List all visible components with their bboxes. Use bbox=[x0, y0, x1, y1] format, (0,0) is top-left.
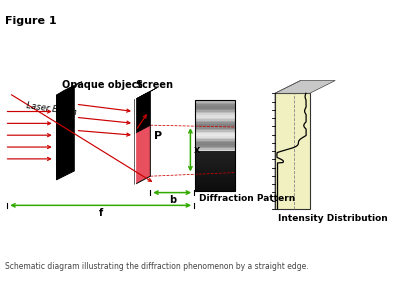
Polygon shape bbox=[195, 182, 235, 183]
Polygon shape bbox=[195, 132, 235, 133]
Polygon shape bbox=[195, 141, 235, 142]
Polygon shape bbox=[275, 81, 301, 209]
Polygon shape bbox=[195, 170, 235, 171]
Polygon shape bbox=[195, 103, 235, 104]
Polygon shape bbox=[195, 133, 235, 135]
Polygon shape bbox=[195, 185, 235, 186]
Polygon shape bbox=[195, 159, 235, 160]
Polygon shape bbox=[56, 81, 82, 95]
Text: Diffraction Pattern: Diffraction Pattern bbox=[198, 194, 295, 202]
Polygon shape bbox=[195, 104, 235, 106]
Polygon shape bbox=[195, 189, 235, 191]
Polygon shape bbox=[195, 177, 235, 179]
Polygon shape bbox=[195, 165, 235, 166]
Polygon shape bbox=[195, 154, 235, 156]
Polygon shape bbox=[195, 118, 235, 119]
Polygon shape bbox=[195, 136, 235, 138]
Polygon shape bbox=[195, 163, 235, 165]
Polygon shape bbox=[195, 119, 235, 121]
Polygon shape bbox=[195, 107, 235, 109]
Polygon shape bbox=[195, 166, 235, 168]
Polygon shape bbox=[195, 138, 235, 139]
Polygon shape bbox=[195, 129, 235, 130]
Polygon shape bbox=[195, 101, 235, 103]
Polygon shape bbox=[195, 139, 235, 141]
Polygon shape bbox=[195, 162, 235, 163]
Polygon shape bbox=[275, 93, 310, 209]
Text: Screen: Screen bbox=[135, 80, 173, 90]
Polygon shape bbox=[195, 188, 235, 189]
Text: b: b bbox=[169, 195, 176, 205]
Text: Schematic diagram illustrating the diffraction phenomenon by a straight edge.: Schematic diagram illustrating the diffr… bbox=[4, 262, 308, 271]
Polygon shape bbox=[195, 122, 235, 124]
Polygon shape bbox=[195, 112, 235, 113]
Polygon shape bbox=[195, 160, 235, 162]
Polygon shape bbox=[195, 125, 235, 127]
Polygon shape bbox=[195, 127, 235, 129]
Polygon shape bbox=[195, 179, 235, 180]
Text: f: f bbox=[99, 208, 103, 218]
Polygon shape bbox=[195, 156, 235, 157]
Polygon shape bbox=[195, 100, 235, 101]
Polygon shape bbox=[195, 151, 235, 153]
Polygon shape bbox=[135, 91, 150, 133]
Polygon shape bbox=[195, 183, 235, 185]
Polygon shape bbox=[195, 145, 235, 147]
Text: Laser Beam: Laser Beam bbox=[26, 101, 77, 117]
Polygon shape bbox=[195, 116, 235, 118]
Polygon shape bbox=[195, 173, 235, 174]
Polygon shape bbox=[195, 174, 235, 176]
Text: Intensity Distribution: Intensity Distribution bbox=[278, 214, 388, 223]
Text: A: A bbox=[87, 120, 96, 130]
Polygon shape bbox=[195, 186, 235, 188]
Polygon shape bbox=[195, 144, 235, 145]
Polygon shape bbox=[195, 135, 235, 136]
Text: Opaque object: Opaque object bbox=[62, 80, 142, 90]
Polygon shape bbox=[195, 142, 235, 144]
Polygon shape bbox=[195, 180, 235, 182]
Polygon shape bbox=[195, 115, 235, 116]
Text: P: P bbox=[154, 131, 162, 141]
Polygon shape bbox=[195, 171, 235, 173]
Polygon shape bbox=[195, 157, 235, 159]
Polygon shape bbox=[195, 110, 235, 112]
Polygon shape bbox=[195, 124, 235, 125]
Polygon shape bbox=[195, 109, 235, 110]
Polygon shape bbox=[275, 81, 335, 93]
Text: Figure 1: Figure 1 bbox=[4, 16, 56, 26]
Polygon shape bbox=[195, 130, 235, 132]
Polygon shape bbox=[195, 113, 235, 115]
Polygon shape bbox=[195, 176, 235, 177]
Polygon shape bbox=[135, 88, 157, 100]
Polygon shape bbox=[135, 125, 150, 184]
Polygon shape bbox=[195, 148, 235, 150]
Polygon shape bbox=[195, 150, 235, 151]
Polygon shape bbox=[195, 121, 235, 122]
Polygon shape bbox=[195, 147, 235, 148]
Polygon shape bbox=[195, 153, 235, 154]
Polygon shape bbox=[195, 106, 235, 107]
Polygon shape bbox=[56, 86, 75, 180]
Text: x: x bbox=[194, 145, 200, 155]
Polygon shape bbox=[195, 168, 235, 170]
